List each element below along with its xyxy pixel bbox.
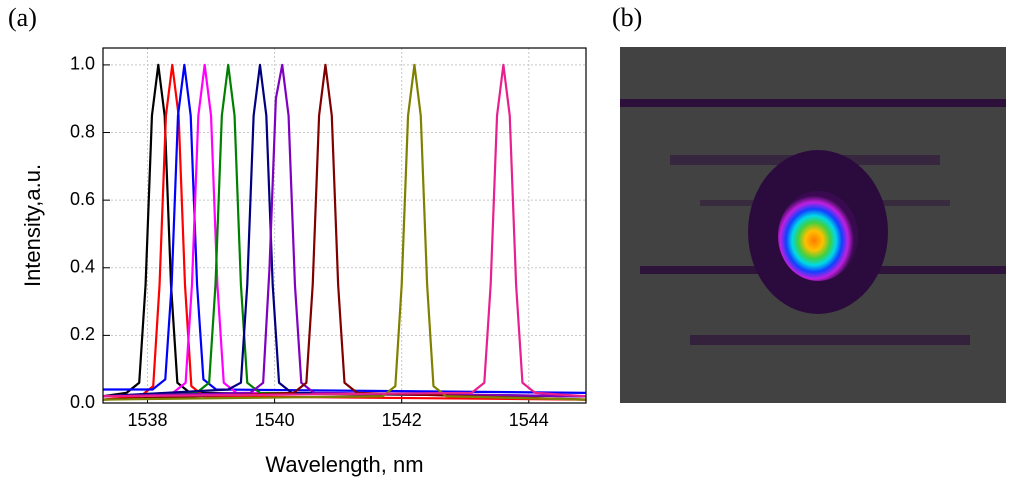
beam-image <box>620 47 1006 403</box>
panel-label: (a) <box>8 3 37 32</box>
y-tick-label: 0.0 <box>70 392 95 412</box>
series-line <box>102 63 587 398</box>
x-tick-label: 1544 <box>509 410 549 430</box>
plot-area: 0.0 0.2 0.4 0.6 0.8 1.0 1538 1540 1542 1544 Wavele… <box>20 47 587 477</box>
series-line <box>102 63 587 398</box>
x-tick-label: 1540 <box>255 410 295 430</box>
y-tick-label: 0.4 <box>70 257 95 277</box>
series-line <box>102 63 587 401</box>
series-line <box>102 63 587 398</box>
series-line <box>102 63 587 401</box>
x-tick-label: 1542 <box>382 410 422 430</box>
y-axis-title: Intensity,a.u. <box>20 164 45 287</box>
y-tick-label: 0.6 <box>70 189 95 209</box>
series-line <box>102 63 587 398</box>
x-axis-title: Wavelength, nm <box>265 452 423 477</box>
x-tick-label: 1538 <box>127 410 167 430</box>
y-tick-label: 0.2 <box>70 324 95 344</box>
y-tick-label: 1.0 <box>70 54 95 74</box>
axis-frame <box>102 47 587 404</box>
series-line <box>102 63 587 398</box>
panel-label: (b) <box>612 3 642 32</box>
y-tick-label: 0.8 <box>70 121 95 141</box>
